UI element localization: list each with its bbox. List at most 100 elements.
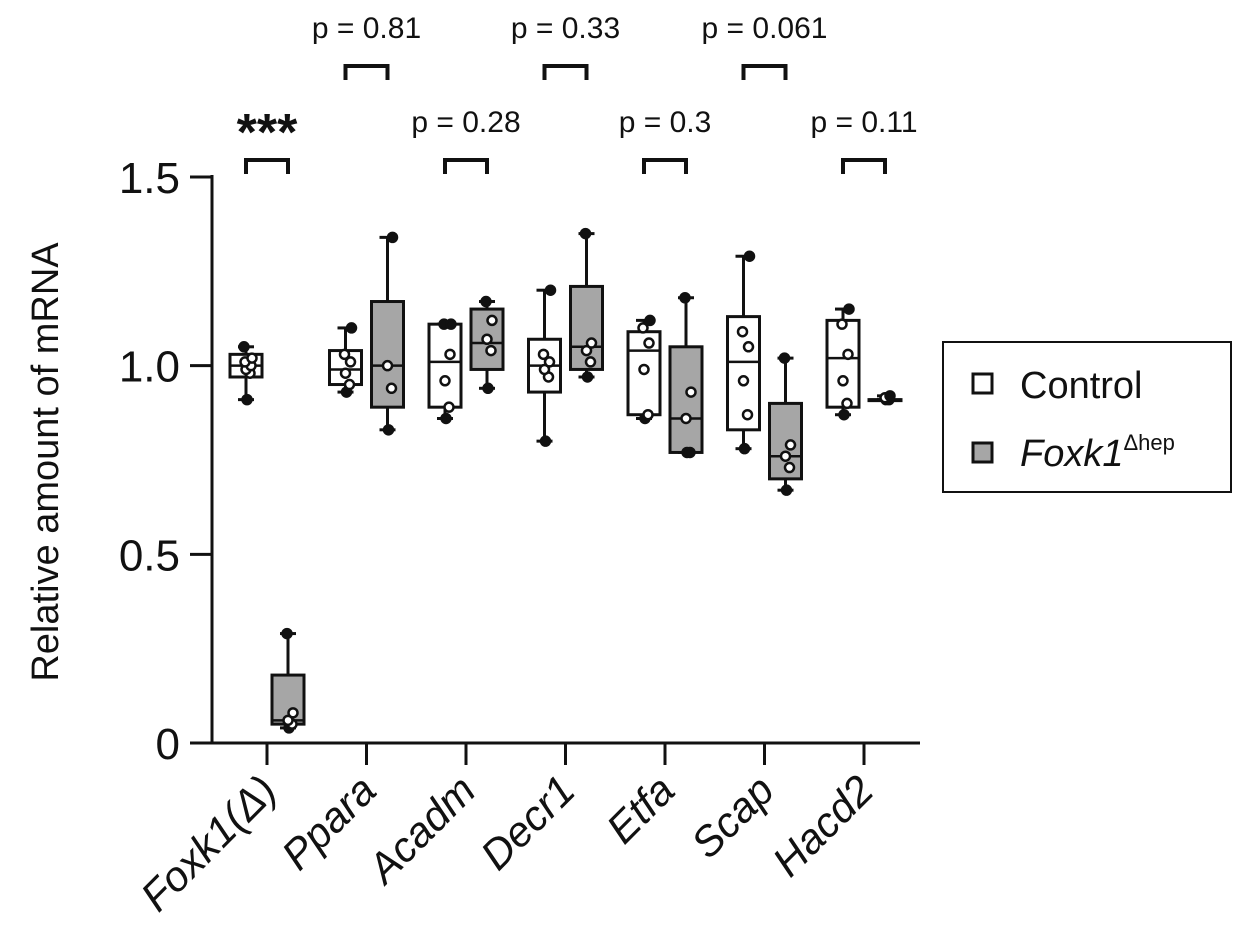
- data-point: [684, 446, 696, 459]
- data-point: [482, 382, 494, 395]
- iqr-box: [768, 401, 803, 481]
- data-point: [338, 348, 351, 361]
- data-point: [537, 348, 550, 361]
- box-control-4: [626, 314, 662, 425]
- data-point: [440, 412, 452, 425]
- y-tick-label: 1.0: [119, 343, 180, 392]
- iqr-box: [825, 318, 861, 409]
- data-point: [742, 341, 755, 353]
- data-point: [544, 284, 557, 296]
- p-value-label: p = 0.061: [702, 12, 828, 45]
- data-point: [841, 397, 853, 410]
- data-point: [779, 450, 792, 462]
- data-point: [238, 341, 250, 353]
- significance-bracket: [244, 158, 290, 174]
- data-point: [778, 352, 791, 364]
- data-point: [736, 325, 749, 338]
- p-value-label: p = 0.81: [312, 12, 421, 45]
- significance-bracket: [841, 158, 887, 174]
- data-point: [643, 337, 655, 349]
- data-point: [381, 359, 394, 372]
- data-point: [480, 295, 492, 308]
- data-point: [385, 382, 398, 395]
- data-point: [485, 344, 497, 357]
- data-point: [780, 484, 793, 496]
- box-control-3: [527, 284, 562, 447]
- p-value-label: ***: [237, 104, 298, 162]
- data-point: [838, 408, 850, 421]
- data-point: [481, 333, 493, 346]
- legend: Control Foxk1Δhep: [942, 341, 1232, 493]
- data-point: [345, 322, 358, 334]
- data-point: [685, 386, 697, 398]
- data-point: [579, 227, 592, 240]
- box-control-0: [228, 341, 264, 406]
- box-control-2: [427, 318, 463, 425]
- y-tick-label: 1.5: [119, 154, 180, 203]
- data-point: [445, 318, 457, 330]
- category-label: Acadm: [357, 766, 485, 894]
- data-point: [246, 352, 258, 364]
- box-foxk1-5: [768, 352, 803, 496]
- box-foxk1-4: [668, 291, 704, 459]
- iqr-box: [569, 284, 604, 371]
- legend-swatch-control: [971, 372, 994, 395]
- legend-label-foxk1-main: Foxk1: [1020, 433, 1123, 475]
- legend-label-control: Control: [1020, 365, 1143, 407]
- data-point: [638, 363, 650, 376]
- data-point: [741, 408, 754, 421]
- box-control-5: [726, 250, 761, 455]
- box-control-1: [328, 322, 363, 398]
- data-point: [339, 367, 352, 379]
- data-point: [282, 714, 294, 727]
- significance-bracket: [443, 158, 489, 174]
- data-point: [343, 378, 356, 391]
- data-point: [679, 291, 691, 304]
- data-point: [439, 375, 451, 387]
- p-value-label: p = 0.11: [810, 106, 917, 139]
- significance-bracket: [343, 64, 390, 80]
- box-control-6: [825, 303, 861, 421]
- data-point: [281, 627, 293, 640]
- data-point: [581, 371, 594, 383]
- category-label: Foxk1(Δ): [132, 766, 286, 920]
- box-foxk1-0: [270, 627, 306, 734]
- y-axis-label: Relative amount of mRNA: [25, 242, 67, 682]
- category-label: Etfa: [597, 766, 683, 852]
- y-tick-label: 0.5: [119, 531, 180, 580]
- data-point: [644, 314, 656, 327]
- data-point: [444, 348, 456, 361]
- category-label: Hacd2: [763, 766, 882, 885]
- data-point: [287, 707, 299, 719]
- data-point: [642, 408, 654, 421]
- data-point: [344, 356, 357, 368]
- data-point: [584, 356, 597, 368]
- data-point: [738, 442, 751, 455]
- iqr-box: [427, 322, 463, 409]
- data-point: [737, 375, 750, 387]
- legend-label-foxk1-sup: Δhep: [1123, 430, 1174, 455]
- data-point: [842, 348, 854, 361]
- data-point: [743, 250, 756, 262]
- significance-bracket: [642, 158, 688, 174]
- data-point: [836, 318, 848, 330]
- data-point: [585, 337, 598, 349]
- data-point: [241, 393, 253, 406]
- box-foxk1-3: [569, 227, 604, 383]
- category-label: Decr1: [471, 766, 583, 878]
- box-foxk1-2: [469, 295, 505, 395]
- box-foxk1-6: [867, 390, 903, 406]
- p-value-label: p = 0.28: [411, 106, 520, 139]
- data-point: [486, 314, 498, 327]
- data-point: [843, 303, 855, 315]
- significance-bracket: [741, 64, 788, 80]
- data-point: [443, 401, 455, 413]
- data-point: [837, 375, 849, 387]
- data-point: [884, 390, 896, 402]
- plot-area: [228, 227, 903, 734]
- iqr-box: [668, 345, 704, 454]
- data-point: [637, 322, 649, 334]
- box-foxk1-1: [370, 231, 405, 436]
